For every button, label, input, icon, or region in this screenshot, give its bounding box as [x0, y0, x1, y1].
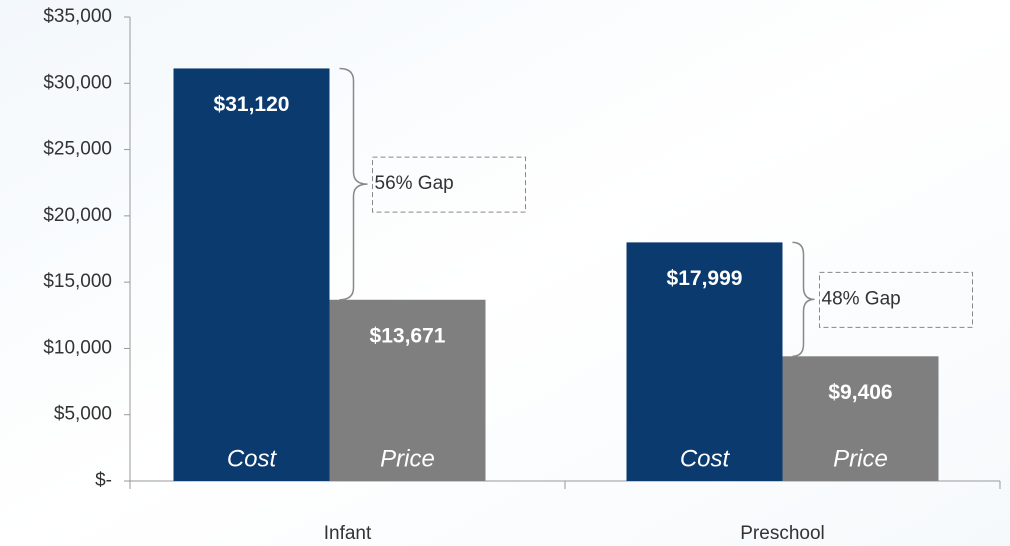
x-tick-label: Infant [324, 523, 372, 544]
series-name: Price [380, 445, 435, 472]
gap-box [819, 271, 973, 328]
bar [782, 356, 939, 481]
y-tick-label: $15,000 [43, 271, 112, 292]
gap-box [372, 156, 526, 213]
value-label: $31,120 [214, 93, 290, 116]
y-tick-label: $20,000 [43, 205, 112, 226]
x-tick-label: Preschool [740, 523, 825, 544]
series-name: Cost [680, 445, 731, 472]
series-name: Cost [227, 445, 278, 472]
value-label: $9,406 [828, 381, 892, 404]
gap-brace [792, 241, 815, 358]
series-name: Price [833, 445, 888, 472]
bar [626, 242, 783, 481]
y-tick-label: $30,000 [43, 72, 112, 93]
bar [329, 299, 486, 481]
value-label: $13,671 [370, 324, 446, 347]
gap-annotation: 56% Gap [375, 173, 454, 194]
y-tick-label: $5,000 [54, 404, 112, 425]
y-tick-label: $35,000 [43, 6, 112, 27]
value-label: $17,999 [667, 267, 743, 290]
bar [173, 68, 330, 481]
y-tick-label: $10,000 [43, 337, 112, 358]
y-tick-label: $25,000 [43, 139, 112, 160]
gap-brace [339, 67, 368, 301]
y-tick-label: $- [95, 470, 112, 491]
gap-annotation: 48% Gap [822, 288, 901, 309]
